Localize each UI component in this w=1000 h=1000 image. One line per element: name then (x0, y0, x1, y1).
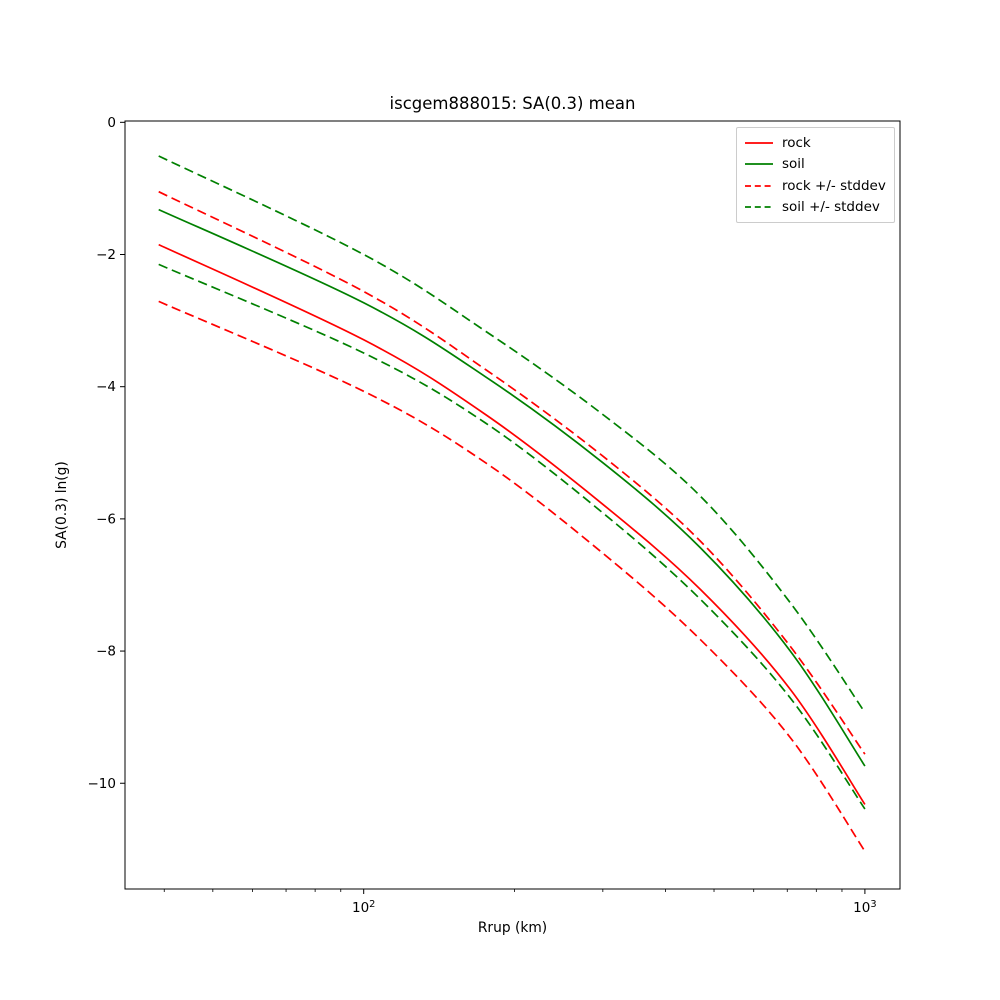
legend-item-soil: soil (744, 154, 888, 176)
curve-rock (158, 243, 866, 805)
y-tick-label: 0 (107, 115, 116, 131)
y-tick-label: −6 (96, 511, 116, 527)
legend-item-rock-stddev: rock +/- stddev (744, 175, 888, 197)
legend-line-sample-soil (745, 163, 773, 166)
legend-line-sample-rock-stddev (745, 184, 773, 187)
legend-line-sample-rock (745, 141, 773, 144)
curve-rock-stddev-upper (158, 190, 866, 755)
chart-title: iscgem888015: SA(0.3) mean (389, 94, 636, 113)
curve-soil-stddev-lower (158, 263, 866, 810)
curve-soil (158, 208, 866, 767)
legend-label-rock: rock (782, 134, 811, 151)
x-axis-label: Rrup (km) (477, 920, 548, 936)
legend: rock soil rock +/- stddev soil +/- stdde… (736, 127, 895, 223)
y-axis-label: SA(0.3) ln(g) (54, 461, 70, 549)
x-tick-label: 102 (352, 899, 375, 916)
x-tick-label: 103 (853, 899, 876, 916)
legend-label-rock-stddev: rock +/- stddev (782, 177, 886, 194)
y-tick-label: −4 (96, 379, 116, 395)
plot-background (125, 121, 900, 889)
y-tick-label: −8 (96, 644, 116, 660)
legend-label-soil-stddev: soil +/- stddev (782, 199, 880, 216)
legend-item-soil-stddev: soil +/- stddev (744, 197, 888, 219)
curve-rock-stddev-lower (158, 300, 866, 852)
legend-line-sample-soil-stddev (745, 206, 773, 209)
legend-label-soil: soil (782, 156, 805, 173)
axes-frame (124, 120, 901, 890)
y-tick-label: −2 (96, 247, 116, 263)
y-tick-label: −10 (88, 776, 117, 792)
legend-item-rock: rock (744, 132, 888, 154)
